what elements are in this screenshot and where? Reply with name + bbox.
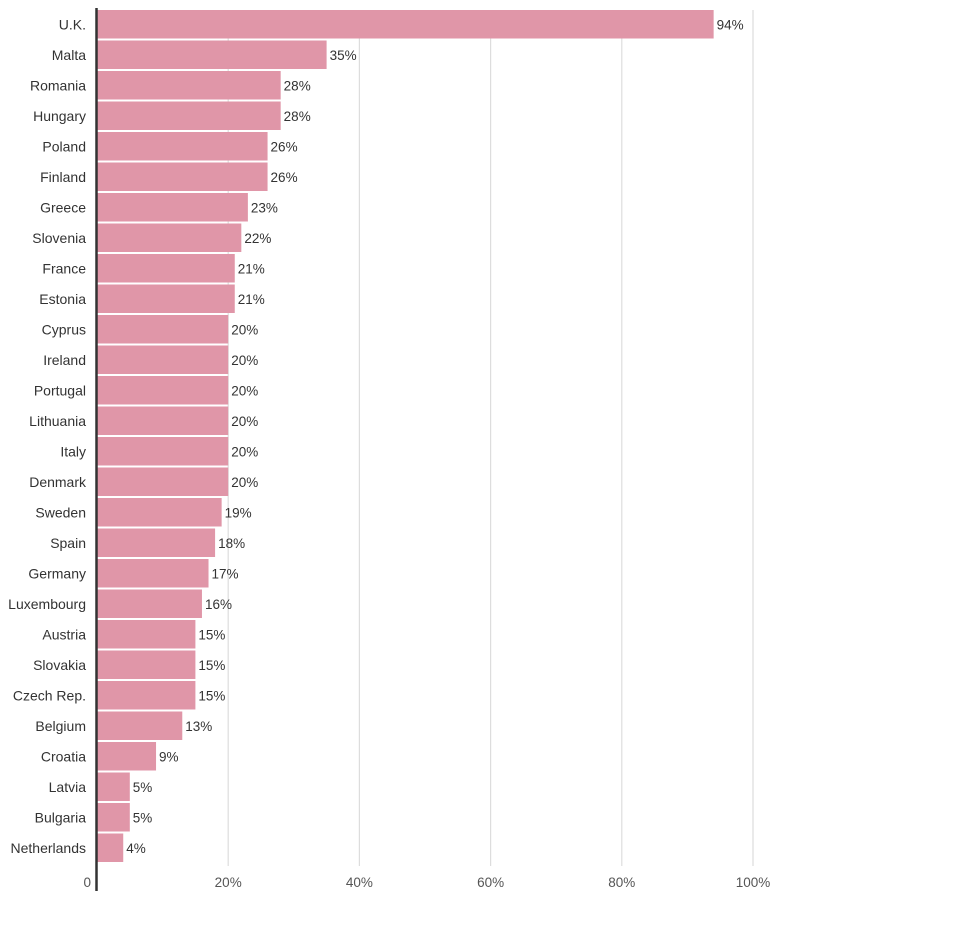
value-label: 15% [198,658,225,673]
bar [97,284,235,313]
category-label: Cyprus [42,321,86,337]
x-tick-label: 40% [346,875,373,890]
category-label: Malta [52,47,86,63]
category-label: Estonia [39,291,86,307]
value-label: 19% [225,505,252,520]
bar [97,620,196,649]
bar [97,711,183,740]
value-label: 26% [271,170,298,185]
value-label: 15% [198,627,225,642]
category-label: Denmark [29,474,87,490]
bar [97,223,242,252]
value-label: 20% [231,414,258,429]
x-tick-label: 100% [736,875,771,890]
value-label: 21% [238,261,265,276]
bar [97,437,229,466]
value-label: 15% [198,688,225,703]
value-label: 21% [238,292,265,307]
value-label: 17% [212,566,239,581]
category-label: U.K. [59,16,86,32]
value-label: 5% [133,810,153,825]
bar [97,650,196,679]
category-label: Poland [42,138,86,154]
category-label: Bulgaria [35,809,87,825]
bar [97,498,222,527]
bar [97,132,268,161]
category-label: Latvia [49,779,87,795]
category-label: Portugal [34,382,86,398]
bar [97,742,157,771]
bar-layer [97,10,714,862]
category-label: Slovakia [33,657,86,673]
bar [97,376,229,405]
value-label: 35% [330,48,357,63]
value-label: 5% [133,780,153,795]
value-label: 23% [251,200,278,215]
category-label: Ireland [43,352,86,368]
category-label: Finland [40,169,86,185]
bar [97,315,229,344]
bar [97,101,281,130]
category-label: Hungary [33,108,86,124]
category-label: Spain [50,535,86,551]
category-label: Croatia [41,748,86,764]
bar [97,71,281,100]
bar [97,803,130,832]
value-label: 20% [231,322,258,337]
bar [97,772,130,801]
value-label: 28% [284,78,311,93]
bar [97,254,235,283]
grid-layer [227,10,754,866]
value-label: 9% [159,749,179,764]
value-label: 4% [126,841,146,856]
value-label: 20% [231,475,258,490]
x-tick-label: 20% [215,875,242,890]
value-label: 22% [244,231,271,246]
category-label: Netherlands [11,840,87,856]
bar [97,345,229,374]
category-label: Czech Rep. [13,687,86,703]
bar [97,162,268,191]
category-label: Slovenia [32,230,86,246]
category-label: Sweden [35,504,86,520]
value-label: 20% [231,353,258,368]
value-label: 18% [218,536,245,551]
bar [97,528,216,557]
category-label: Luxembourg [8,596,86,612]
bar [97,193,248,222]
category-label: Romania [30,77,86,93]
label-layer: 0 20% 40% 60% 80% 100% U.K. 94% Malta 35% Romania 2… [8,16,770,890]
value-label: 94% [717,17,744,32]
category-label: Germany [28,565,86,581]
category-label: France [42,260,86,276]
value-label: 26% [271,139,298,154]
value-label: 20% [231,383,258,398]
bar [97,406,229,435]
value-label: 28% [284,109,311,124]
bar [97,681,196,710]
category-label: Greece [40,199,86,215]
bar [97,589,202,618]
value-label: 13% [185,719,212,734]
x-tick-label: 80% [608,875,635,890]
category-label: Italy [60,443,86,459]
value-label: 20% [231,444,258,459]
x-tick-label: 60% [477,875,504,890]
bar [97,40,327,69]
bar [97,10,714,39]
value-label: 16% [205,597,232,612]
category-label: Belgium [35,718,86,734]
bar [97,467,229,496]
category-label: Lithuania [29,413,86,429]
x-tick-label: 0 [83,875,91,890]
bar [97,833,124,862]
bar [97,559,209,588]
category-label: Austria [42,626,86,642]
